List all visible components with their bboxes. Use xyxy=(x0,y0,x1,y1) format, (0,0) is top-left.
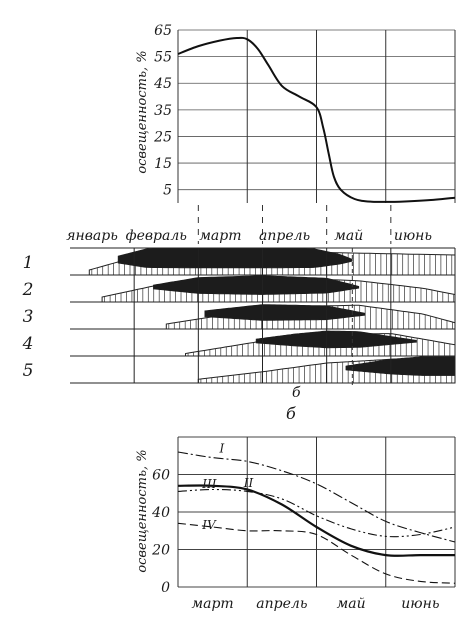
panel-b-grid xyxy=(70,247,456,387)
panel-a-chart: 5 15 25 35 45 55 65 освещенность, % xyxy=(135,23,456,244)
panel-b-month-label-0: январь xyxy=(66,228,118,244)
panel-c-series xyxy=(177,451,456,584)
panel-a-y-tick-label-1: 15 xyxy=(154,156,172,172)
panel-b-chart: январь февраль март апрель май июнь 1 2 3 4 5 б б xyxy=(22,228,456,423)
panel-b-month-label-4: май xyxy=(334,228,363,244)
panel-c-y-tick-label-2: 40 xyxy=(151,505,170,521)
panel-b-row-4-dark-zone xyxy=(255,330,417,349)
panel-c-x-tick-label-3: июнь xyxy=(401,596,439,612)
panel-b-letter: б xyxy=(286,404,296,423)
panel-c-series-label-2: III xyxy=(201,477,216,491)
panel-a-y-tick-label-0: 5 xyxy=(163,183,172,199)
panel-a-grid xyxy=(177,29,456,203)
panel-b-row-number-4: 5 xyxy=(23,361,34,381)
panel-a-y-axis-label: освещенность, % xyxy=(135,50,150,173)
panel-c-x-tick-label-2: май xyxy=(337,596,366,612)
panel-b-row-number-1: 2 xyxy=(22,280,34,300)
panel-c-series-label-1: II xyxy=(243,476,254,490)
panel-c-series-line-0 xyxy=(177,451,456,543)
panel-b-row-numbers: 1 2 3 4 5 xyxy=(22,253,34,381)
panel-b-row-number-0: 1 xyxy=(23,253,34,273)
panel-b-month-label-3: апрель xyxy=(259,228,310,244)
panel-c-x-tick-labels: март апрель май июнь xyxy=(192,596,440,612)
panel-c-x-tick-label-1: апрель xyxy=(256,596,307,612)
panel-c-y-tick-label-3: 60 xyxy=(152,468,170,484)
panel-c-series-label-0: I xyxy=(219,441,225,455)
panel-b-row-number-3: 4 xyxy=(22,334,34,354)
panel-b-row-1-dark-zone xyxy=(117,247,353,269)
panel-a-series-line-0 xyxy=(177,36,456,203)
panel-c-y-tick-label-1: 20 xyxy=(151,543,170,559)
panel-c-series-line-3 xyxy=(177,522,456,584)
panel-a-y-tick-label-3: 35 xyxy=(154,103,172,119)
panel-c-y-axis-label: освещенность, % xyxy=(135,449,150,572)
panel-a-y-tick-label-6: 65 xyxy=(154,23,172,39)
panel-c-series-line-2 xyxy=(177,484,455,557)
panel-a-y-tick-label-4: 45 xyxy=(153,76,172,92)
panel-b-row-2-dark-zone xyxy=(153,275,360,295)
panel-b-rows xyxy=(88,247,456,384)
panel-b-month-label-2: март xyxy=(199,228,241,244)
panel-c-series-line-1 xyxy=(177,488,456,538)
panel-b-month-label-1: февраль xyxy=(126,228,187,244)
panel-b-row-3-dark-zone xyxy=(204,304,366,321)
panel-b-month-label-5: июнь xyxy=(394,228,432,244)
panel-b-month-labels: январь февраль март апрель май июнь xyxy=(66,228,432,244)
panel-a-y-tick-label-5: 55 xyxy=(154,50,172,66)
panel-c-y-tick-label-0: 0 xyxy=(161,580,170,596)
panel-c-y-ticks: 0 20 40 60 xyxy=(151,468,170,597)
panel-b-marker-label: б xyxy=(292,385,301,401)
panel-c-x-tick-label-0: март xyxy=(192,596,234,612)
panel-b-row-number-2: 3 xyxy=(23,307,34,327)
panel-c-series-label-3: IV xyxy=(201,518,217,532)
panel-a-y-ticks: 5 15 25 35 45 55 65 xyxy=(153,23,172,199)
panel-a-y-tick-label-2: 25 xyxy=(153,129,172,145)
panel-a-series xyxy=(177,36,456,203)
panel-c-grid xyxy=(177,436,456,588)
